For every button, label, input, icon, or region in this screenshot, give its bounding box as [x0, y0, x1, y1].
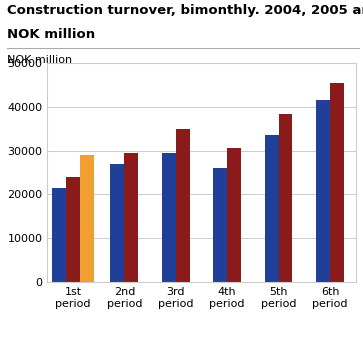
Bar: [265, 136, 279, 282]
Bar: [316, 100, 330, 282]
Bar: [279, 114, 293, 282]
Text: NOK million: NOK million: [7, 28, 95, 41]
Bar: [162, 153, 176, 282]
Text: Construction turnover, bimonthly. 2004, 2005 and 2006.: Construction turnover, bimonthly. 2004, …: [7, 4, 363, 17]
Bar: [110, 164, 124, 282]
Bar: [176, 129, 189, 282]
Bar: [213, 168, 227, 282]
Bar: [227, 149, 241, 282]
Bar: [66, 177, 80, 282]
Text: NOK million: NOK million: [7, 55, 72, 64]
Bar: [52, 188, 66, 282]
Bar: [330, 83, 344, 282]
Bar: [80, 155, 94, 282]
Bar: [124, 153, 138, 282]
